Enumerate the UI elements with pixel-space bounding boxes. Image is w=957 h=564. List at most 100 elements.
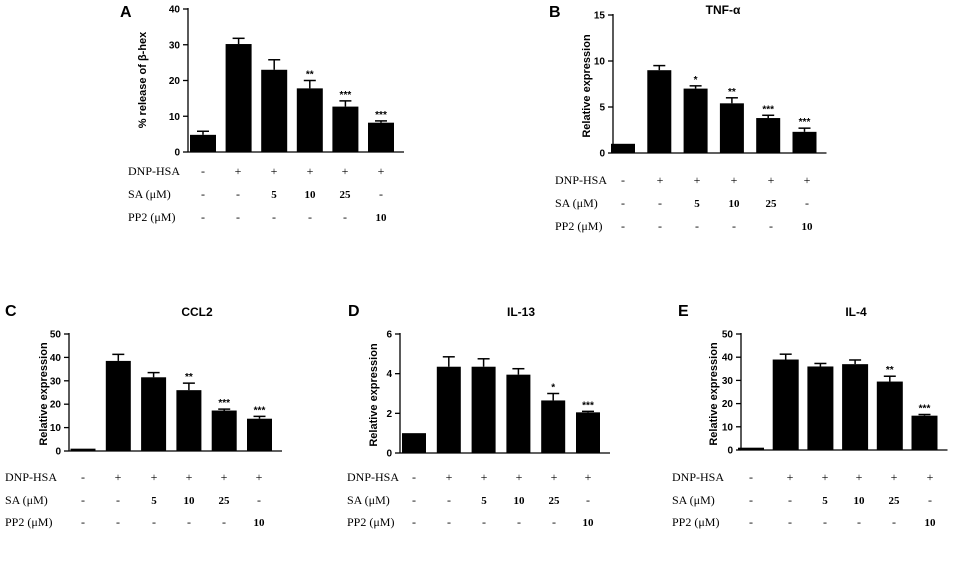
panel-e-condition-cell: - [749,515,753,529]
panel-b-title: TNF-α [706,3,741,17]
panel-e-condition-cell: + [822,470,829,484]
panel-a-row-label: SA (μM) [128,187,171,201]
panel-c-title: CCL2 [181,305,213,319]
panel-d-title: IL-13 [507,305,535,319]
panel-d-significance: * [551,383,555,394]
panel-a-significance: ** [306,70,314,81]
panel-c-bar [247,418,272,451]
panel-b-condition-cell: - [658,196,662,210]
panel-c-bar [176,390,202,451]
panel-a-condition-cell: - [308,210,312,224]
panel-a-bar [225,44,252,152]
panel-a-significance: *** [340,90,352,101]
panel-d-ytick-label: 6 [386,330,392,341]
panel-d-condition-cell: - [412,470,416,484]
panel-d-row-label: SA (μM) [347,493,390,507]
panel-a-condition-cell: + [235,164,242,178]
panel-b-condition-cell: + [768,173,775,187]
panel-c-letter: C [5,303,17,320]
panel-a-ytick-label: 10 [169,112,181,123]
panel-a-condition-cell: + [342,164,349,178]
panel-e-significance: ** [886,365,894,376]
panel-b-condition-cell: - [658,219,662,233]
panel-c-condition-cell: 10 [254,517,266,529]
panel-e-bar [876,381,903,450]
panel-b-significance: *** [799,117,811,128]
panel-d-bar [541,400,566,453]
panel-e-condition-cell: - [928,493,932,507]
panel-e-condition-cell: - [749,493,753,507]
panel-c-condition-cell: - [187,515,191,529]
panel-c-row-label: DNP-HSA [5,470,57,484]
panel-e-condition-cell: + [787,470,794,484]
panel-d-condition-cell: 5 [481,495,487,507]
panel-d-condition-cell: + [551,470,558,484]
panel-c-row-label: SA (μM) [5,493,48,507]
panel-a-condition-cell: - [201,187,205,201]
panel-a-condition-cell: 10 [376,212,388,224]
panel-c-significance: *** [254,405,266,416]
panel-d-bar [402,433,426,453]
panel-d-condition-cell: + [481,470,488,484]
panel-a-bar [332,106,359,152]
panel-e-bar [807,366,834,450]
panel-a-ylabel: % release of β-hex [137,31,149,128]
panel-d-condition-cell: - [447,515,451,529]
panel-a-ytick-label: 40 [169,5,181,16]
panel-e-condition-cell: - [823,515,827,529]
panel-e-bar [738,447,764,450]
panel-b-condition-cell: + [731,173,738,187]
panel-a-condition-cell: - [201,164,205,178]
panel-b-condition-cell: 25 [766,198,778,210]
panel-a-row-label: PP2 (μM) [128,210,175,224]
panel-b-condition-cell: + [804,173,811,187]
panel-c-condition-cell: - [81,470,85,484]
panel-a-condition-cell: - [379,187,383,201]
panel-b-bar [683,88,708,153]
panel-e-ytick-label: 10 [722,422,734,433]
panel-b-row-label: SA (μM) [555,196,598,210]
panel-b-row-label: PP2 (μM) [555,219,602,233]
panel-b-condition-cell: + [657,173,664,187]
panel-e-condition-cell: 10 [854,495,866,507]
panel-a-condition-cell: - [343,210,347,224]
panel-c-condition-cell: - [257,493,261,507]
panel-e-ytick-label: 0 [727,446,733,457]
panel-b-bar [756,118,781,153]
panel-d-condition-cell: - [482,515,486,529]
panel-b-ytick-label: 5 [599,103,605,114]
panel-a-condition-cell: 25 [340,189,352,201]
panel-c-ytick-label: 0 [55,447,61,458]
panel-d-condition-cell: + [446,470,453,484]
panel-c-condition-cell: + [221,470,228,484]
panel-d-condition-cell: - [586,493,590,507]
panel-d-row-label: DNP-HSA [347,470,399,484]
panel-b-condition-cell: - [695,219,699,233]
panel-e-condition-cell: + [856,470,863,484]
panel-d-row-label: PP2 (μM) [347,515,394,529]
panel-b-significance: *** [762,104,774,115]
panel-a-condition-cell: - [201,210,205,224]
panel-d-condition-cell: 25 [549,495,561,507]
panel-b-bar [719,103,744,153]
panel-d-letter: D [348,303,360,320]
panel-e-row-label: SA (μM) [672,493,715,507]
panel-b-ylabel: Relative expression [581,34,593,138]
panel-c-significance: ** [185,372,193,383]
panel-e-bar [842,364,869,450]
panel-c-bar [141,377,167,451]
panel-d-ytick-label: 0 [386,449,392,460]
panel-c-condition-cell: 10 [184,495,196,507]
panel-d-condition-cell: + [585,470,592,484]
panel-b-bar [647,70,672,153]
panel-d-ytick-label: 2 [386,409,392,420]
panel-a-condition-cell: - [236,210,240,224]
panel-b-condition-cell: 10 [729,198,741,210]
panel-a-row-label: DNP-HSA [128,164,180,178]
panel-c-condition-cell: + [115,470,122,484]
panel-d-significance: *** [582,400,594,411]
panel-b-condition-cell: - [732,219,736,233]
panel-a-significance: *** [375,110,387,121]
panel-d-condition-cell: - [412,493,416,507]
panel-d-condition-cell: - [552,515,556,529]
